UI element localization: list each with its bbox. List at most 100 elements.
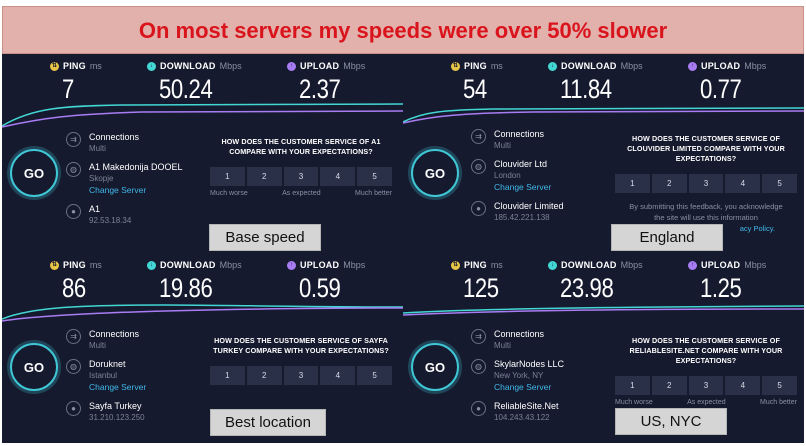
- rating-2[interactable]: 2: [651, 376, 687, 395]
- user-icon: ●: [66, 204, 81, 219]
- go-button[interactable]: GO: [411, 343, 459, 391]
- rating-2[interactable]: 2: [246, 366, 282, 385]
- server-info: ⇉ Connections Multi ◍ Doruknet Istanbul Chang…: [66, 329, 206, 431]
- upload-value: 0.59: [299, 273, 341, 303]
- feedback-survey: HOW DOES THE CUSTOMER SERVICE OF CLOUVID…: [615, 134, 797, 234]
- upload-icon: ↑: [688, 61, 697, 71]
- download-value: 50.24: [159, 74, 213, 104]
- download-icon: ↓: [548, 260, 557, 270]
- connections-icon: ⇉: [66, 329, 81, 344]
- go-button[interactable]: GO: [411, 149, 459, 197]
- globe-icon: ◍: [66, 359, 81, 374]
- globe-icon: ◍: [471, 159, 486, 174]
- download-metric: ↓ DOWNLOAD Mbps 50.24: [147, 60, 267, 105]
- upload-metric: ↑ UPLOAD Mbps 0.59: [287, 259, 403, 304]
- rating-3[interactable]: 3: [688, 174, 724, 193]
- globe-icon: ◍: [471, 359, 486, 374]
- ping-icon: ⇅: [50, 260, 59, 270]
- caption-label: Best location: [210, 409, 326, 436]
- rating-1[interactable]: 1: [615, 376, 650, 395]
- change-server-link[interactable]: Change Server: [89, 382, 147, 392]
- user-icon: ●: [66, 401, 81, 416]
- connections-icon: ⇉: [471, 329, 486, 344]
- upload-metric: ↑ UPLOAD Mbps 1.25: [688, 259, 804, 304]
- rating-5[interactable]: 5: [357, 167, 392, 186]
- rating-2[interactable]: 2: [651, 174, 687, 193]
- ping-metric: ⇅ PING ms 125: [451, 259, 571, 304]
- rating-1[interactable]: 1: [210, 366, 245, 385]
- speed-graph: [403, 305, 804, 316]
- speedtest-panel-base: ⇅ PING ms 7 ↓ DOWNLOAD Mbps 50.24 ↑ UPLOAD Mbp…: [2, 54, 403, 253]
- download-value: 19.86: [159, 273, 213, 303]
- upload-metric: ↑ UPLOAD Mbps 0.77: [688, 60, 804, 105]
- download-value: 23.98: [560, 273, 614, 303]
- rating-1[interactable]: 1: [615, 174, 650, 193]
- globe-icon: ◍: [66, 162, 81, 177]
- upload-icon: ↑: [688, 260, 697, 270]
- server-info: ⇉ Connections Multi ◍ A1 Makedonija DOOEL Sk…: [66, 132, 206, 234]
- change-server-link[interactable]: Change Server: [494, 382, 552, 392]
- speed-graph: [403, 107, 804, 124]
- rating-4[interactable]: 4: [320, 366, 356, 385]
- speed-graph: [2, 103, 403, 128]
- download-value: 11.84: [560, 74, 612, 104]
- ping-value: 54: [463, 74, 487, 104]
- speedtest-panel-best-location: ⇅ PING ms 86 ↓ DOWNLOAD Mbps 19.86 ↑ UPLOAD Mb…: [2, 253, 403, 443]
- server-info: ⇉ Connections Multi ◍ SkylarNodes LLC New Yo…: [471, 329, 611, 431]
- upload-value: 1.25: [700, 273, 742, 303]
- rating-scale: 1 2 3 4 5: [210, 366, 392, 385]
- caption-label: US, NYC: [615, 408, 727, 435]
- feedback-survey: HOW DOES THE CUSTOMER SERVICE OF SAYFA T…: [210, 336, 392, 385]
- go-button[interactable]: GO: [10, 343, 58, 391]
- speed-graph: [2, 304, 403, 322]
- headline-banner: On most servers my speeds were over 50% …: [2, 6, 804, 54]
- caption-label: Base speed: [209, 224, 321, 251]
- download-icon: ↓: [147, 260, 156, 270]
- rating-4[interactable]: 4: [320, 167, 356, 186]
- go-button[interactable]: GO: [10, 149, 58, 197]
- download-icon: ↓: [548, 61, 557, 71]
- rating-scale: 1 2 3 4 5: [615, 174, 797, 193]
- ping-metric: ⇅ PING ms 54: [451, 60, 571, 105]
- feedback-notice: By submitting this feedback, you acknowl…: [615, 201, 797, 234]
- rating-3[interactable]: 3: [283, 167, 319, 186]
- feedback-survey: HOW DOES THE CUSTOMER SERVICE OF A1 COMP…: [210, 137, 392, 197]
- upload-icon: ↑: [287, 260, 296, 270]
- download-metric: ↓ DOWNLOAD Mbps 19.86: [147, 259, 267, 304]
- ping-value: 86: [62, 273, 86, 303]
- ping-icon: ⇅: [451, 260, 460, 270]
- rating-4[interactable]: 4: [725, 174, 761, 193]
- rating-3[interactable]: 3: [688, 376, 724, 395]
- rating-5[interactable]: 5: [762, 174, 797, 193]
- privacy-policy-link[interactable]: acy Policy.: [739, 224, 775, 233]
- upload-value: 0.77: [700, 74, 742, 104]
- change-server-link[interactable]: Change Server: [494, 182, 552, 192]
- feedback-survey: HOW DOES THE CUSTOMER SERVICE OF RELIABL…: [615, 336, 797, 406]
- headline-text: On most servers my speeds were over 50% …: [138, 18, 668, 43]
- rating-4[interactable]: 4: [725, 376, 761, 395]
- ping-value: 125: [463, 273, 499, 303]
- rating-1[interactable]: 1: [210, 167, 245, 186]
- rating-3[interactable]: 3: [283, 366, 319, 385]
- rating-2[interactable]: 2: [246, 167, 282, 186]
- speedtest-panel-england: ⇅ PING ms 54 ↓ DOWNLOAD Mbps 11.84 ↑ UPLOAD Mb…: [403, 54, 804, 253]
- download-icon: ↓: [147, 61, 156, 71]
- ping-icon: ⇅: [451, 61, 460, 71]
- download-metric: ↓ DOWNLOAD Mbps 11.84: [548, 60, 668, 105]
- ping-value: 7: [62, 74, 74, 104]
- server-info: ⇉ Connections Multi ◍ Clouvider Ltd London Ch…: [471, 129, 611, 231]
- upload-metric: ↑ UPLOAD Mbps 2.37: [287, 60, 403, 105]
- ping-metric: ⇅ PING ms 86: [50, 259, 170, 304]
- upload-value: 2.37: [299, 74, 341, 104]
- connections-icon: ⇉: [66, 132, 81, 147]
- upload-icon: ↑: [287, 61, 296, 71]
- rating-5[interactable]: 5: [762, 376, 797, 395]
- user-icon: ●: [471, 201, 486, 216]
- change-server-link[interactable]: Change Server: [89, 185, 147, 195]
- user-icon: ●: [471, 401, 486, 416]
- rating-5[interactable]: 5: [357, 366, 392, 385]
- connections-icon: ⇉: [471, 129, 486, 144]
- download-metric: ↓ DOWNLOAD Mbps 23.98: [548, 259, 668, 304]
- ping-metric: ⇅ PING ms 7: [50, 60, 170, 105]
- speedtest-panel-us-nyc: ⇅ PING ms 125 ↓ DOWNLOAD Mbps 23.98 ↑ UPLOAD M…: [403, 253, 804, 443]
